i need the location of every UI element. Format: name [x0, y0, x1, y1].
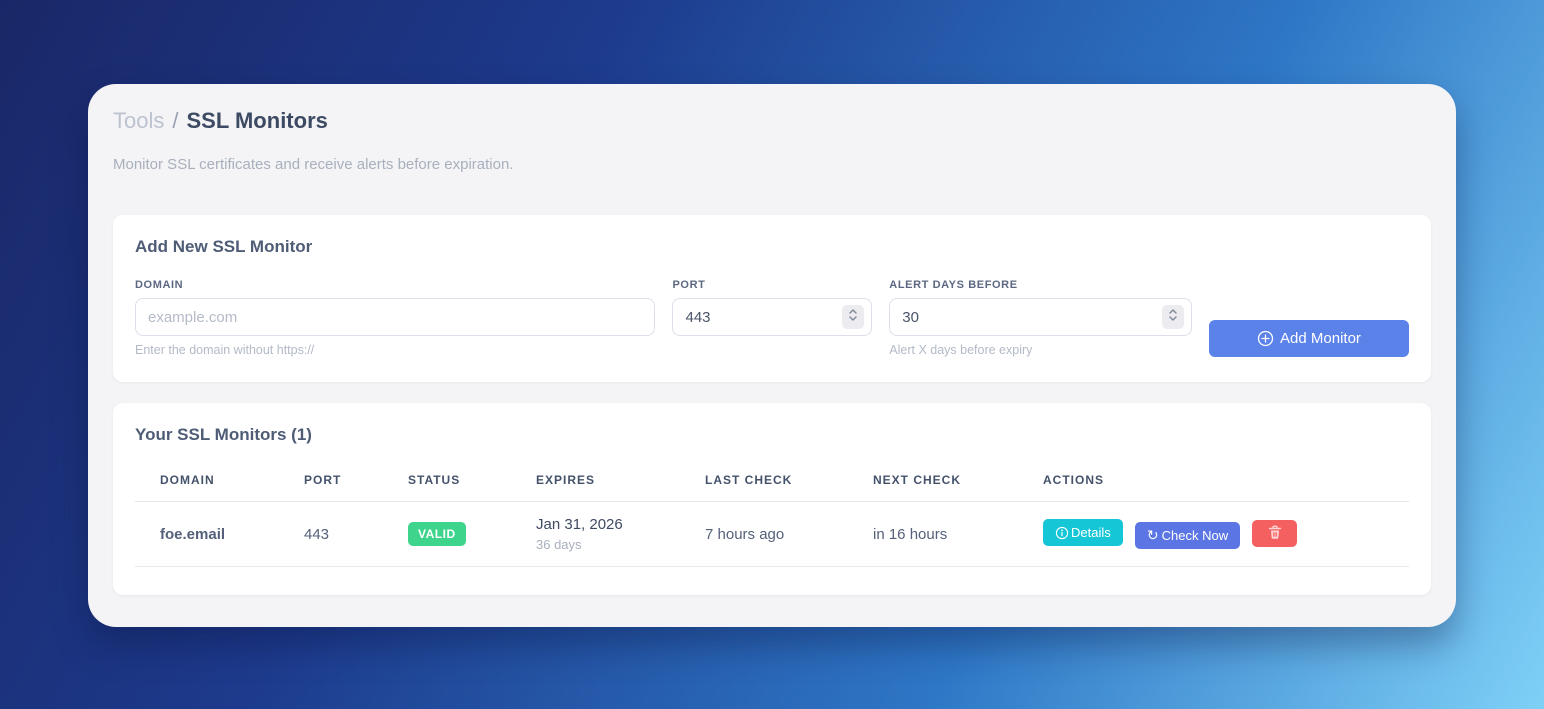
- breadcrumb-separator: /: [172, 108, 179, 133]
- refresh-icon: ↻: [1146, 526, 1159, 543]
- port-input[interactable]: [672, 298, 873, 336]
- check-now-button-label: Check Now: [1161, 527, 1229, 543]
- column-header-domain: DOMAIN: [135, 465, 279, 502]
- domain-input[interactable]: [135, 298, 656, 336]
- domain-label: DOMAIN: [135, 279, 184, 291]
- alert-days-label: ALERT DAYS BEFORE: [889, 279, 1018, 291]
- last-check: 7 hours ago: [680, 501, 848, 567]
- table-header-row: DOMAIN PORT STATUS EXPIRES LAST CHECK NE…: [135, 465, 1409, 502]
- delete-button[interactable]: [1252, 520, 1298, 548]
- alert-days-help-text: Alert X days before expiry: [889, 343, 1033, 357]
- trash-icon: [1268, 525, 1282, 543]
- alert-days-field-group: ALERT DAYS BEFORE Alert X days before ex…: [889, 279, 1192, 357]
- next-check: in 16 hours: [848, 501, 1018, 567]
- info-circle-icon: [1055, 526, 1069, 540]
- monitor-domain: foe.email: [135, 501, 279, 567]
- submit-field-group: Add Monitor: [1208, 279, 1409, 357]
- circle-plus-icon: [1257, 330, 1274, 347]
- status-badge: VALID: [408, 522, 466, 546]
- column-header-next-check: NEXT CHECK: [848, 465, 1018, 502]
- port-field-group: PORT: [672, 279, 873, 357]
- monitor-port: 443: [279, 501, 383, 567]
- add-monitor-button[interactable]: Add Monitor: [1208, 320, 1409, 357]
- page-subtitle: Monitor SSL certificates and receive ale…: [113, 156, 514, 173]
- breadcrumb: Tools / SSL Monitors: [113, 106, 1431, 136]
- port-label: PORT: [672, 279, 706, 291]
- check-now-button[interactable]: ↻ Check Now: [1134, 521, 1241, 549]
- add-monitor-panel-title: Add New SSL Monitor: [135, 237, 313, 256]
- table-row: foe.email 443 VALID Jan 31, 2026 36 days…: [135, 501, 1409, 567]
- details-button-label: Details: [1071, 525, 1111, 541]
- monitors-panel-title: Your SSL Monitors (1): [135, 425, 312, 444]
- column-header-port: PORT: [279, 465, 383, 502]
- expires-date: Jan 31, 2026: [536, 516, 623, 533]
- expires-days-left: 36 days: [536, 537, 582, 552]
- main-card: Tools / SSL Monitors Monitor SSL certifica…: [88, 84, 1456, 627]
- page-title: SSL Monitors: [186, 108, 328, 133]
- breadcrumb-tools-link[interactable]: Tools: [113, 108, 165, 133]
- domain-field-group: DOMAIN Enter the domain without https://: [135, 279, 656, 357]
- alert-days-stepper[interactable]: [1161, 305, 1184, 329]
- monitors-panel: Your SSL Monitors (1) DOMAIN PORT STATUS…: [113, 403, 1431, 595]
- details-button[interactable]: Details: [1043, 519, 1123, 547]
- column-header-last-check: LAST CHECK: [680, 465, 848, 502]
- chevron-up-down-icon: [848, 308, 858, 327]
- column-header-expires: EXPIRES: [511, 465, 680, 502]
- add-monitor-button-label: Add Monitor: [1280, 330, 1361, 347]
- column-header-actions: ACTIONS: [1018, 465, 1409, 502]
- chevron-up-down-icon: [1168, 308, 1178, 327]
- domain-help-text: Enter the domain without https://: [135, 343, 315, 357]
- alert-days-input[interactable]: [889, 298, 1192, 336]
- monitors-table: DOMAIN PORT STATUS EXPIRES LAST CHECK NE…: [135, 465, 1409, 567]
- column-header-status: STATUS: [383, 465, 511, 502]
- port-stepper[interactable]: [842, 305, 865, 329]
- add-monitor-form: DOMAIN Enter the domain without https://…: [135, 279, 1409, 357]
- add-monitor-panel: Add New SSL Monitor DOMAIN Enter the dom…: [113, 215, 1431, 382]
